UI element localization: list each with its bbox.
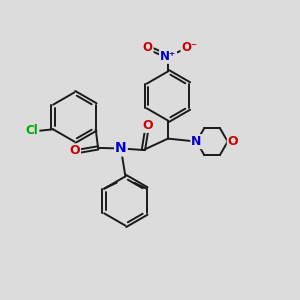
Text: O: O	[228, 135, 238, 148]
Text: O: O	[142, 41, 153, 55]
Text: O⁻: O⁻	[182, 41, 198, 55]
Text: Cl: Cl	[26, 124, 38, 137]
Text: N⁺: N⁺	[160, 50, 176, 63]
Text: N: N	[115, 142, 127, 155]
Text: N: N	[191, 135, 202, 148]
Text: O: O	[142, 119, 153, 132]
Text: O: O	[69, 144, 80, 158]
